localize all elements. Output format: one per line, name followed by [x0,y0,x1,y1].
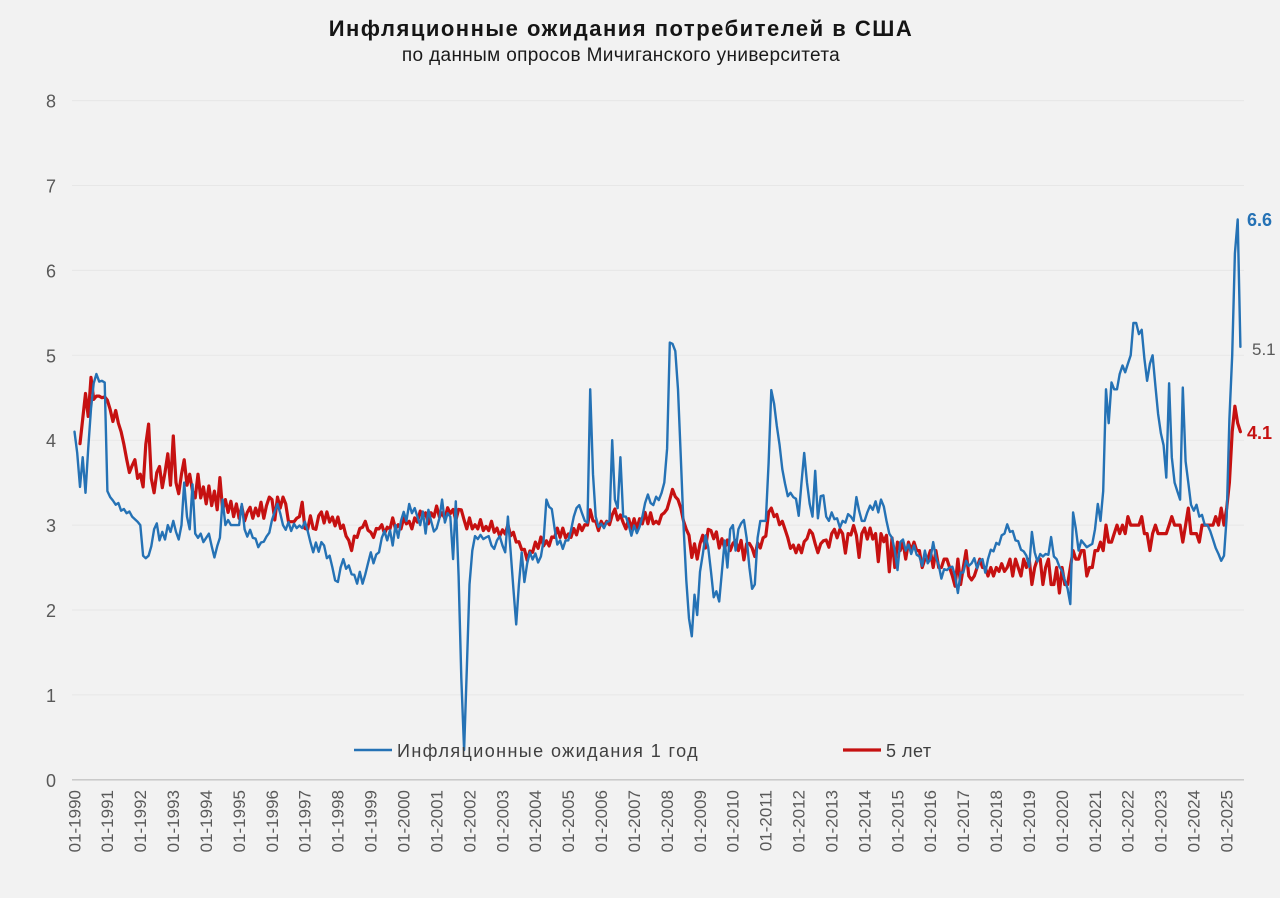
svg-text:8: 8 [46,92,56,112]
svg-text:Инфляционные ожидания потребит: Инфляционные ожидания потребителей в США [329,16,914,41]
svg-text:5 лет: 5 лет [886,741,932,761]
svg-text:01-2001: 01-2001 [427,790,446,852]
svg-text:01-2002: 01-2002 [460,790,479,852]
svg-text:01-2024: 01-2024 [1185,790,1204,852]
svg-text:6: 6 [46,261,56,281]
svg-text:01-1996: 01-1996 [263,790,282,852]
svg-text:01-1991: 01-1991 [98,790,117,852]
svg-text:01-2015: 01-2015 [888,790,907,852]
svg-text:по данным опросов Мичиганского: по данным опросов Мичиганского университ… [402,45,840,66]
svg-text:01-2023: 01-2023 [1152,790,1171,852]
svg-text:01-1993: 01-1993 [164,790,183,852]
svg-text:4: 4 [46,431,56,451]
svg-text:01-1995: 01-1995 [230,790,249,852]
svg-text:01-2013: 01-2013 [823,790,842,852]
svg-text:01-2025: 01-2025 [1218,790,1237,852]
svg-text:2: 2 [46,601,56,621]
svg-text:01-2000: 01-2000 [395,790,414,852]
svg-text:01-1997: 01-1997 [296,790,315,852]
svg-text:01-1992: 01-1992 [131,790,150,852]
svg-text:01-2005: 01-2005 [559,790,578,852]
svg-text:4.1: 4.1 [1247,423,1272,443]
svg-text:01-1998: 01-1998 [329,790,348,852]
svg-text:01-1994: 01-1994 [197,790,216,852]
svg-text:01-2012: 01-2012 [790,790,809,852]
svg-text:01-2006: 01-2006 [592,790,611,852]
svg-text:01-2014: 01-2014 [855,790,874,852]
svg-text:01-2021: 01-2021 [1086,790,1105,852]
svg-text:0: 0 [46,771,56,791]
svg-text:01-2003: 01-2003 [493,790,512,852]
svg-text:01-2009: 01-2009 [691,790,710,852]
svg-text:01-2007: 01-2007 [625,790,644,852]
svg-text:1: 1 [46,686,56,706]
svg-text:01-2018: 01-2018 [987,790,1006,852]
svg-text:Инфляционные ожидания 1 год: Инфляционные ожидания 1 год [397,741,699,761]
svg-text:01-2016: 01-2016 [921,790,940,852]
svg-text:6.6: 6.6 [1247,210,1272,230]
svg-text:5: 5 [46,346,56,366]
svg-text:01-2008: 01-2008 [658,790,677,852]
svg-text:01-2019: 01-2019 [1020,790,1039,852]
svg-text:3: 3 [46,516,56,536]
svg-text:01-2020: 01-2020 [1053,790,1072,852]
svg-text:01-2011: 01-2011 [757,790,776,851]
svg-text:01-2010: 01-2010 [724,790,743,852]
svg-text:01-2022: 01-2022 [1119,790,1138,852]
svg-text:01-2017: 01-2017 [954,790,973,852]
svg-text:7: 7 [46,177,56,197]
svg-text:01-1990: 01-1990 [65,790,84,852]
svg-text:01-1999: 01-1999 [362,790,381,852]
svg-text:5.1: 5.1 [1252,340,1276,359]
svg-text:01-2004: 01-2004 [526,790,545,852]
